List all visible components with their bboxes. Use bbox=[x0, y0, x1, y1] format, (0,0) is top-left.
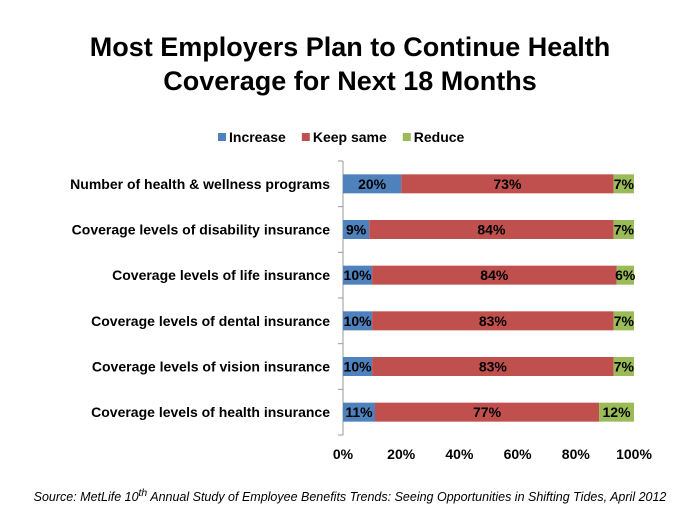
title-line-2: Coverage for Next 18 Months bbox=[163, 66, 537, 96]
bar-segment-reduce bbox=[613, 220, 634, 239]
category-label: Coverage levels of vision insurance bbox=[92, 359, 330, 375]
data-label: 10% bbox=[344, 313, 373, 329]
data-label: 20% bbox=[358, 176, 387, 192]
legend-label-1: Keep same bbox=[313, 129, 387, 145]
bar-segment-keep-same bbox=[369, 220, 614, 239]
data-label: 6% bbox=[615, 267, 636, 283]
data-label: 7% bbox=[614, 176, 635, 192]
category-label: Coverage levels of disability insurance bbox=[72, 222, 331, 238]
data-label: 7% bbox=[614, 313, 635, 329]
bar-segment-reduce bbox=[613, 311, 634, 331]
data-label: 10% bbox=[344, 267, 373, 283]
bar-segment-keep-same bbox=[372, 265, 617, 285]
bar-segment-keep-same bbox=[375, 402, 600, 422]
source-suffix: Annual Study of Employee Benefits Trends… bbox=[147, 490, 667, 505]
bar-segment-keep-same bbox=[372, 311, 614, 331]
data-label: 84% bbox=[480, 267, 509, 283]
chart-title: Most Employers Plan to Continue Health Co… bbox=[0, 30, 700, 98]
data-label: 83% bbox=[479, 313, 508, 329]
bar-segment-reduce bbox=[599, 402, 634, 422]
data-label: 11% bbox=[345, 404, 373, 420]
legend-label-2: Reduce bbox=[414, 129, 465, 145]
data-label: 77% bbox=[473, 404, 502, 420]
bar-segment-reduce bbox=[616, 265, 634, 285]
source-prefix: Source: MetLife 10 bbox=[33, 490, 139, 505]
category-label: Number of health & wellness programs bbox=[70, 176, 330, 192]
x-tick-label: 20% bbox=[387, 446, 416, 462]
bar-segment-keep-same bbox=[401, 174, 614, 194]
x-tick-label: 60% bbox=[504, 446, 533, 462]
data-label: 83% bbox=[479, 359, 508, 375]
bar-segment-increase bbox=[343, 311, 373, 331]
data-label: 7% bbox=[614, 359, 635, 375]
x-tick-label: 80% bbox=[562, 446, 591, 462]
x-tick-label: 0% bbox=[333, 446, 354, 462]
bar-segment-increase bbox=[343, 357, 373, 376]
data-label: 84% bbox=[477, 222, 506, 238]
bar-segment-increase bbox=[343, 220, 370, 239]
x-tick-label: 40% bbox=[445, 446, 474, 462]
source-note: Source: MetLife 10th Annual Study of Emp… bbox=[0, 488, 700, 504]
source-sup: th bbox=[138, 488, 148, 499]
data-label: 7% bbox=[614, 222, 635, 238]
legend-label-0: Increase bbox=[229, 129, 286, 145]
bar-segment-reduce bbox=[613, 174, 634, 194]
title-line-1: Most Employers Plan to Continue Health bbox=[89, 32, 611, 62]
bar-segment-increase bbox=[343, 174, 402, 194]
x-tick-label: 100% bbox=[616, 446, 652, 462]
data-label: 10% bbox=[344, 359, 373, 375]
legend-swatch-0 bbox=[218, 133, 226, 141]
bar-segment-increase bbox=[343, 402, 376, 422]
bar-segment-increase bbox=[343, 265, 373, 285]
legend-swatch-1 bbox=[301, 133, 310, 141]
category-label: Coverage levels of dental insurance bbox=[91, 313, 330, 329]
data-label: 12% bbox=[603, 404, 632, 420]
category-label: Coverage levels of life insurance bbox=[112, 267, 330, 283]
legend-swatch-2 bbox=[402, 133, 411, 141]
bar-segment-keep-same bbox=[372, 357, 614, 376]
data-label: 73% bbox=[493, 176, 522, 192]
bar-segment-reduce bbox=[613, 357, 634, 376]
category-label: Coverage levels of health insurance bbox=[91, 404, 330, 420]
data-label: 9% bbox=[346, 222, 367, 238]
